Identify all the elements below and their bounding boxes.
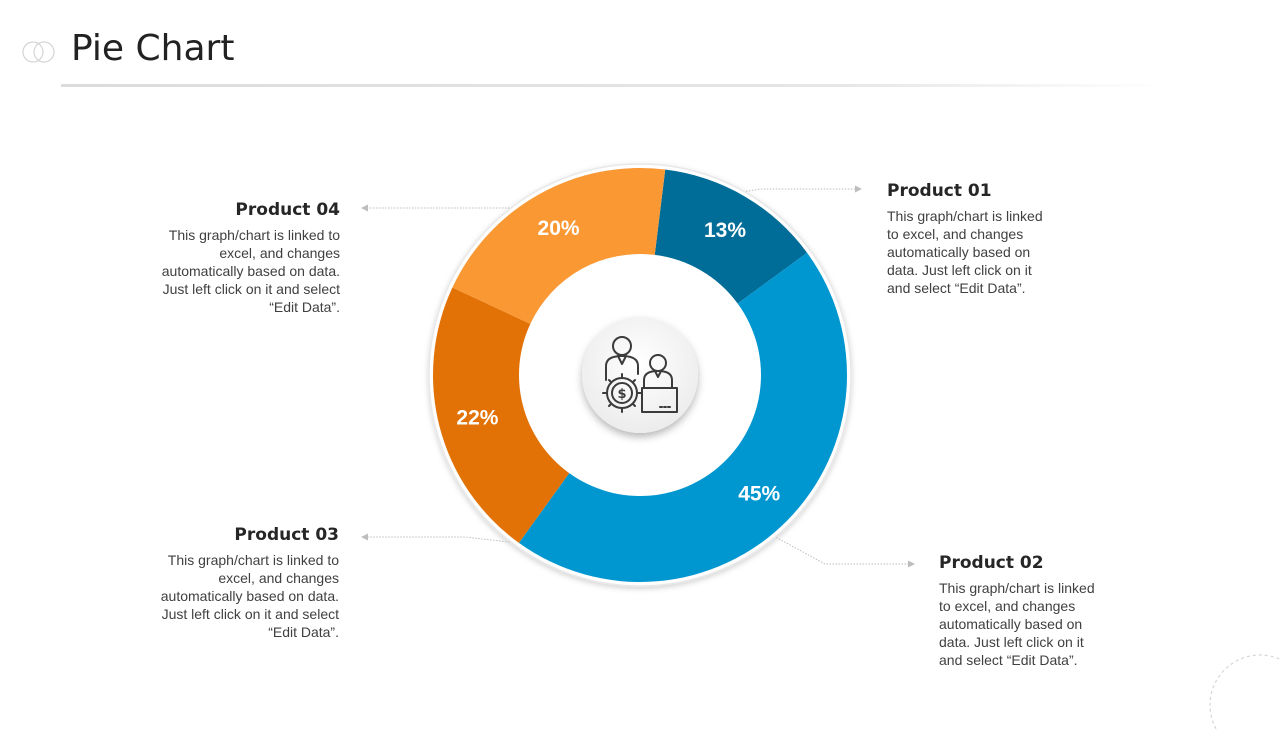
slice-value-label: 45%: [738, 482, 780, 505]
product-01-block: Product 01 This graph/chart is linked to…: [887, 181, 1057, 297]
slice-value-label: 22%: [456, 406, 498, 429]
product-01-name: Product 01: [887, 181, 1057, 201]
product-01-description: This graph/chart is linked to excel, and…: [887, 207, 1057, 297]
decorative-corner-circle-icon: [1205, 650, 1280, 730]
connector-arrowhead: [855, 186, 862, 193]
slice-value-label: 13%: [704, 219, 746, 242]
product-04-name: Product 04: [140, 200, 340, 220]
svg-text:$: $: [617, 387, 626, 402]
connector-arrowhead: [361, 534, 368, 541]
connector-line: [776, 537, 908, 564]
product-02-name: Product 02: [939, 553, 1109, 573]
product-04-block: Product 04 This graph/chart is linked to…: [140, 200, 340, 316]
connector-arrowhead: [908, 561, 915, 568]
product-04-description: This graph/chart is linked to excel, and…: [140, 226, 340, 316]
product-02-description: This graph/chart is linked to excel, and…: [939, 579, 1109, 669]
business-people-money-gear-icon: $: [582, 317, 698, 433]
connector-arrowhead: [361, 205, 368, 212]
connector-line: [746, 189, 855, 191]
product-03-description: This graph/chart is linked to excel, and…: [140, 551, 339, 641]
connector-line: [368, 537, 509, 542]
product-03-name: Product 03: [140, 525, 339, 545]
product-02-block: Product 02 This graph/chart is linked to…: [939, 553, 1109, 669]
slice-value-label: 20%: [538, 217, 580, 240]
product-03-block: Product 03 This graph/chart is linked to…: [140, 525, 339, 641]
